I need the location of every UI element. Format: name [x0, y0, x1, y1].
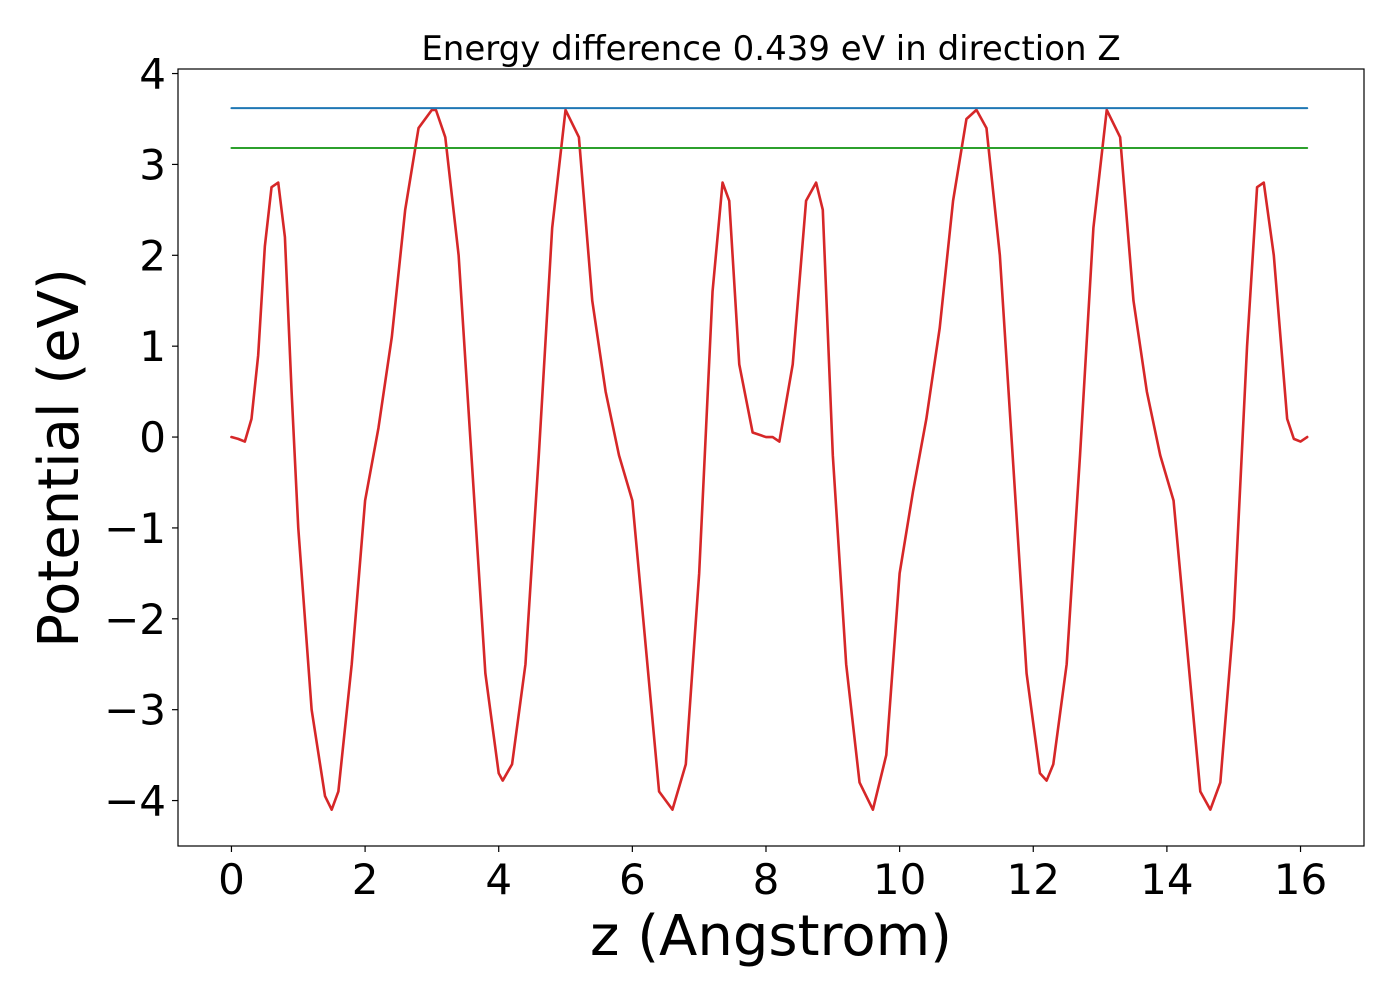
y-tick-label: 3	[139, 140, 166, 189]
plot-frame	[177, 68, 1365, 847]
y-tick-label: −3	[104, 686, 166, 735]
y-tick-label: 2	[139, 231, 166, 280]
series-layer	[230, 107, 1309, 811]
y-axis-label: Potential (eV)	[27, 268, 92, 648]
y-tick-label: −1	[104, 504, 166, 553]
x-axis-label: z (Angstrom)	[590, 904, 952, 969]
series-line-1	[230, 108, 1309, 811]
y-tick-label: 1	[139, 322, 166, 371]
x-tick-label: 2	[352, 855, 379, 904]
y-tick-label: −2	[104, 595, 166, 644]
y-tick-label: 0	[139, 413, 166, 462]
x-tick-label: 12	[1007, 855, 1060, 904]
y-tick-label: 4	[139, 50, 166, 99]
x-tick-label: 0	[218, 855, 245, 904]
x-tick-label: 10	[873, 855, 926, 904]
x-tick-label: 4	[485, 855, 512, 904]
chart-title: Energy difference 0.439 eV in direction …	[421, 29, 1120, 69]
y-tick-label: −4	[104, 777, 166, 826]
x-tick-label: 14	[1140, 855, 1193, 904]
x-tick-label: 16	[1274, 855, 1327, 904]
x-tick-label: 6	[619, 855, 646, 904]
x-tick-label: 8	[753, 855, 780, 904]
